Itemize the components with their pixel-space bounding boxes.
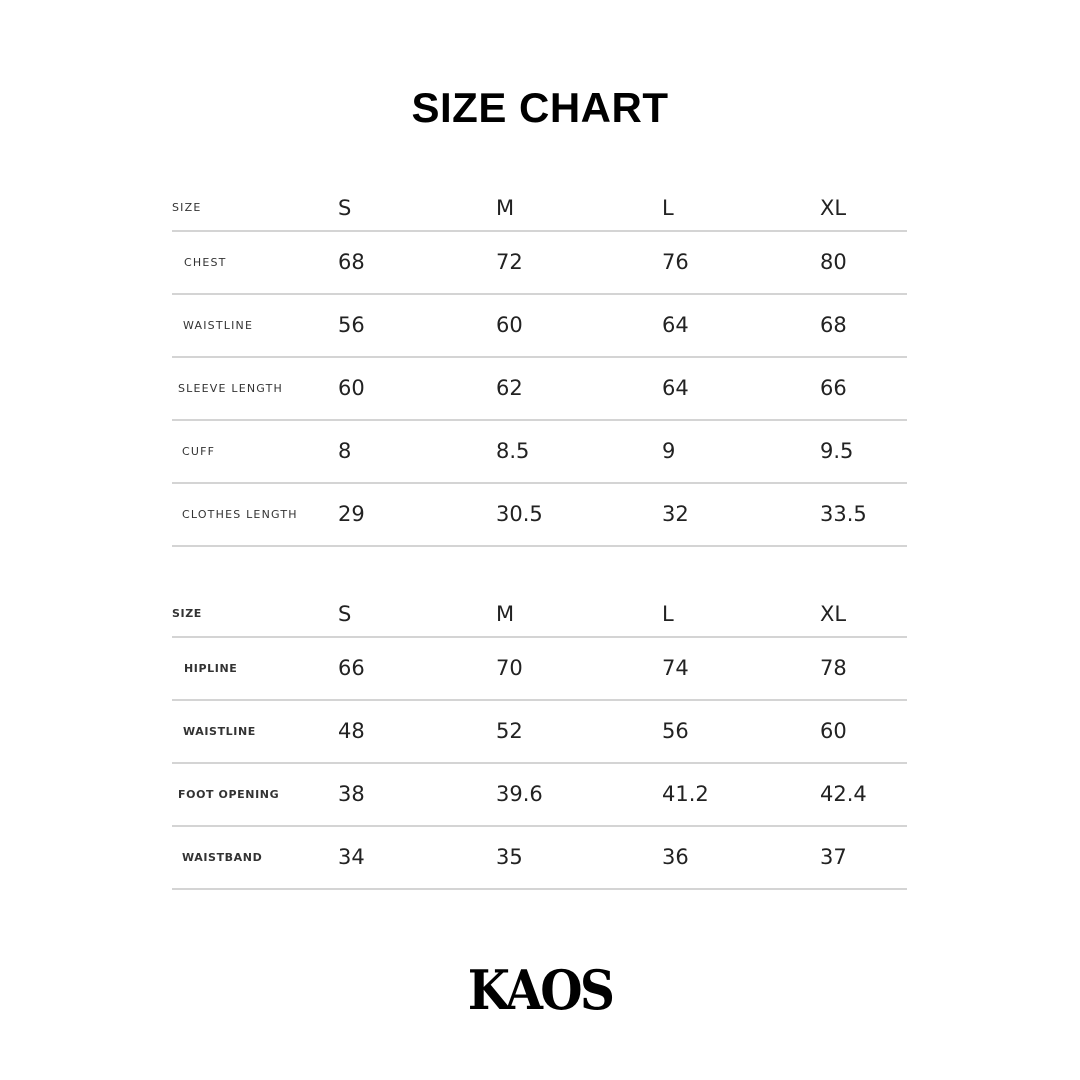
measurement-value: 52 [496, 719, 523, 743]
size-column-header: S [338, 196, 352, 220]
measurement-value: 68 [820, 313, 847, 337]
measurement-value: 80 [820, 250, 847, 274]
measurement-label: CUFF [182, 445, 216, 458]
measurement-value: 66 [338, 656, 365, 680]
measurement-value: 68 [338, 250, 365, 274]
size-column-header: M [496, 196, 515, 220]
measurement-value: 66 [820, 376, 847, 400]
size-label-header: SIZE [172, 607, 202, 620]
brand-logo: KAOS [467, 958, 615, 1022]
table-row: CLOTHES LENGTH 29 30.5 32 33.5 [172, 484, 907, 547]
measurement-value: 39.6 [496, 782, 543, 806]
table-row: CUFF 8 8.5 9 9.5 [172, 421, 907, 484]
measurement-label: FOOT OPENING [178, 788, 280, 801]
table-row: WAISTLINE 48 52 56 60 [172, 701, 907, 764]
size-label-header: SIZE [172, 201, 202, 214]
measurement-value: 41.2 [662, 782, 709, 806]
measurement-value: 35 [496, 845, 523, 869]
measurement-value: 30.5 [496, 502, 543, 526]
measurement-value: 60 [820, 719, 847, 743]
measurement-value: 36 [662, 845, 689, 869]
measurement-value: 34 [338, 845, 365, 869]
measurement-value: 60 [338, 376, 365, 400]
measurement-value: 62 [496, 376, 523, 400]
measurement-value: 32 [662, 502, 689, 526]
table-header-row: SIZE S M L XL [172, 596, 907, 638]
table-row: FOOT OPENING 38 39.6 41.2 42.4 [172, 764, 907, 827]
measurement-label: WAISTBAND [182, 851, 263, 864]
table-row: SLEEVE LENGTH 60 62 64 66 [172, 358, 907, 421]
measurement-value: 33.5 [820, 502, 867, 526]
measurement-value: 74 [662, 656, 689, 680]
measurement-value: 42.4 [820, 782, 867, 806]
size-column-header: L [662, 196, 674, 220]
measurement-value: 8 [338, 439, 352, 463]
table-row: WAISTLINE 56 60 64 68 [172, 295, 907, 358]
measurement-value: 9.5 [820, 439, 854, 463]
measurement-value: 72 [496, 250, 523, 274]
measurement-value: 37 [820, 845, 847, 869]
measurement-value: 56 [338, 313, 365, 337]
measurement-value: 8.5 [496, 439, 530, 463]
measurement-value: 64 [662, 313, 689, 337]
measurement-value: 48 [338, 719, 365, 743]
size-column-header: XL [820, 196, 847, 220]
size-column-header: L [662, 602, 674, 626]
measurement-value: 64 [662, 376, 689, 400]
measurement-label: CHEST [184, 256, 227, 269]
measurement-value: 29 [338, 502, 365, 526]
measurement-value: 60 [496, 313, 523, 337]
measurement-value: 78 [820, 656, 847, 680]
measurement-label: WAISTLINE [183, 725, 256, 738]
measurement-label: WAISTLINE [183, 319, 254, 332]
table-header-row: SIZE S M L XL [172, 190, 907, 232]
measurement-label: HIPLINE [184, 662, 238, 675]
measurement-value: 76 [662, 250, 689, 274]
measurement-value: 9 [662, 439, 676, 463]
tops-size-table: SIZE S M L XL CHEST 68 72 76 80 WAISTLINE 56 60 64 68 S… [172, 190, 907, 547]
size-column-header: M [496, 602, 515, 626]
size-column-header: XL [820, 602, 847, 626]
measurement-value: 38 [338, 782, 365, 806]
bottoms-size-table: SIZE S M L XL HIPLINE 66 70 74 78 WAISTLINE 48 52 56 6… [172, 596, 907, 890]
size-column-header: S [338, 602, 352, 626]
measurement-label: SLEEVE LENGTH [178, 382, 284, 395]
table-row: HIPLINE 66 70 74 78 [172, 638, 907, 701]
measurement-value: 70 [496, 656, 523, 680]
page-title: SIZE CHART [411, 84, 669, 131]
measurement-value: 56 [662, 719, 689, 743]
table-row: WAISTBAND 34 35 36 37 [172, 827, 907, 890]
measurement-label: CLOTHES LENGTH [182, 508, 298, 521]
table-row: CHEST 68 72 76 80 [172, 232, 907, 295]
